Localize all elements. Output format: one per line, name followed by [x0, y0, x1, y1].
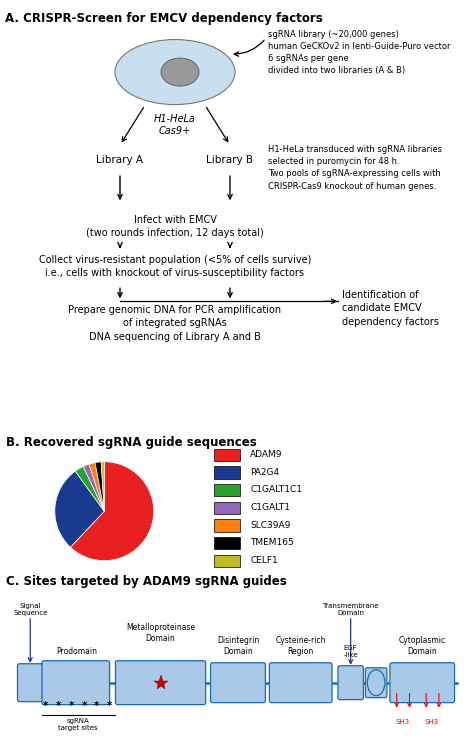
Text: Prepare genomic DNA for PCR amplification
of integrated sgRNAs
DNA sequencing of: Prepare genomic DNA for PCR amplificatio… — [68, 306, 282, 342]
Bar — [214, 519, 240, 532]
FancyBboxPatch shape — [210, 663, 265, 703]
Wedge shape — [89, 463, 104, 511]
Text: *: * — [94, 700, 100, 711]
Text: Cysteine-rich
Region: Cysteine-rich Region — [275, 637, 326, 656]
Text: Identification of
candidate EMCV
dependency factors: Identification of candidate EMCV depende… — [342, 291, 439, 327]
Text: *: * — [107, 700, 112, 711]
Text: sgRNA
target sites: sgRNA target sites — [58, 718, 98, 730]
Wedge shape — [83, 464, 104, 511]
FancyBboxPatch shape — [390, 663, 455, 703]
Ellipse shape — [367, 670, 385, 696]
Bar — [214, 449, 240, 461]
Wedge shape — [101, 461, 104, 511]
Text: Library B: Library B — [207, 155, 254, 165]
Text: SLC39A9: SLC39A9 — [250, 521, 291, 530]
Text: Collect virus-resistant population (<5% of cells survive)
i.e., cells with knock: Collect virus-resistant population (<5% … — [39, 255, 311, 279]
Wedge shape — [95, 462, 104, 511]
Text: PA2G4: PA2G4 — [250, 467, 279, 477]
Bar — [214, 537, 240, 550]
Text: TMEM165: TMEM165 — [250, 539, 294, 548]
Wedge shape — [55, 471, 104, 548]
Bar — [214, 502, 240, 514]
FancyBboxPatch shape — [338, 666, 364, 700]
Ellipse shape — [161, 58, 199, 86]
Text: C1GALT1: C1GALT1 — [250, 503, 290, 512]
Text: CELF1: CELF1 — [250, 556, 278, 565]
Wedge shape — [75, 467, 104, 511]
Text: Transmembrane
Domain: Transmembrane Domain — [322, 603, 379, 616]
Text: Disintegrin
Domain: Disintegrin Domain — [217, 637, 259, 656]
FancyBboxPatch shape — [42, 661, 109, 705]
Text: C. Sites targeted by ADAM9 sgRNA guides: C. Sites targeted by ADAM9 sgRNA guides — [6, 574, 286, 588]
FancyBboxPatch shape — [116, 661, 206, 705]
Wedge shape — [71, 461, 154, 560]
Text: Signal
Sequence: Signal Sequence — [13, 603, 47, 616]
Text: SH3: SH3 — [425, 718, 439, 724]
Bar — [214, 555, 240, 567]
Text: Library A: Library A — [97, 155, 144, 165]
Text: B. Recovered sgRNA guide sequences: B. Recovered sgRNA guide sequences — [6, 436, 256, 449]
Bar — [214, 484, 240, 497]
Text: *: * — [69, 700, 74, 711]
FancyBboxPatch shape — [18, 664, 43, 702]
Text: A. CRISPR-Screen for EMCV dependency factors: A. CRISPR-Screen for EMCV dependency fac… — [5, 12, 323, 25]
Text: Metalloproteinase
Domain: Metalloproteinase Domain — [126, 623, 195, 643]
Text: H1-HeLa
Cas9+: H1-HeLa Cas9+ — [154, 114, 196, 136]
Text: sgRNA library (~20,000 genes)
human GeCKOv2 in lenti-Guide-Puro vector
6 sgRNAs : sgRNA library (~20,000 genes) human GeCK… — [268, 30, 450, 76]
Text: H1-HeLa transduced with sgRNA libraries
selected in puromycin for 48 h.
Two pool: H1-HeLa transduced with sgRNA libraries … — [268, 145, 442, 190]
Text: *: * — [43, 700, 49, 711]
Text: Infect with EMCV
(two rounds infection, 12 days total): Infect with EMCV (two rounds infection, … — [86, 215, 264, 238]
Text: *: * — [56, 700, 61, 711]
FancyBboxPatch shape — [365, 667, 387, 697]
Bar — [214, 467, 240, 479]
Text: ADAM9: ADAM9 — [250, 450, 283, 459]
FancyBboxPatch shape — [269, 663, 332, 703]
Text: Cytoplasmic
Domain: Cytoplasmic Domain — [399, 637, 446, 656]
Text: Prodomain: Prodomain — [56, 647, 97, 656]
Text: SH3: SH3 — [396, 718, 410, 724]
Text: EGF
-like: EGF -like — [343, 645, 358, 658]
Ellipse shape — [115, 40, 235, 105]
Text: C1GALT1C1: C1GALT1C1 — [250, 485, 302, 494]
Text: *: * — [82, 700, 87, 711]
